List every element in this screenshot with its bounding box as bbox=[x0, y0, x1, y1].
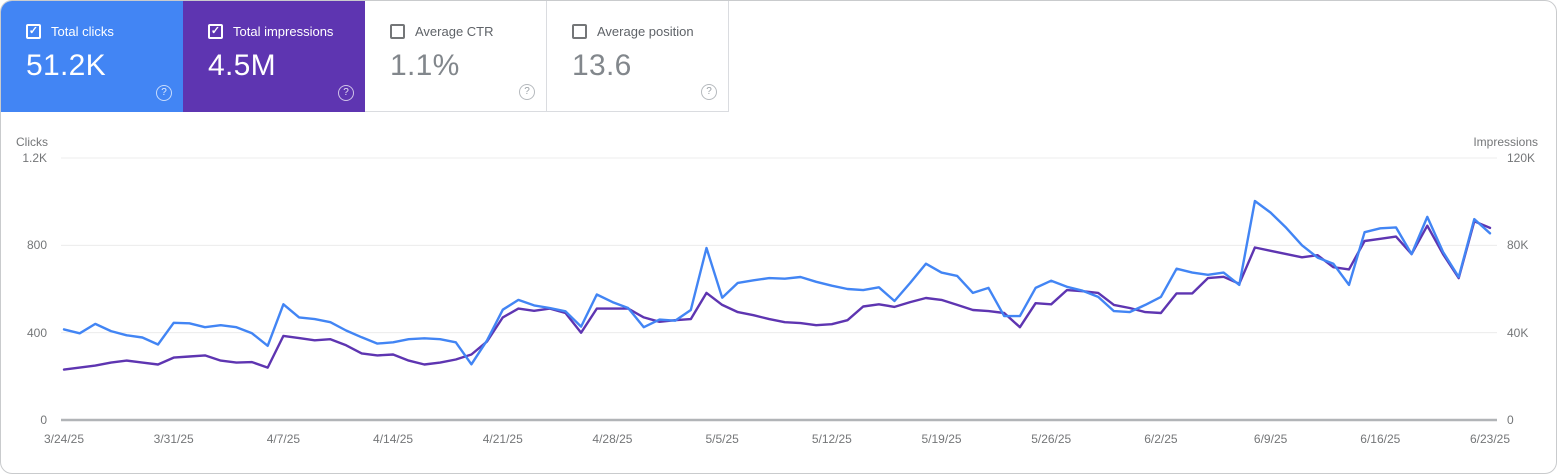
x-axis-label: 5/19/25 bbox=[921, 432, 962, 446]
average-ctr-checkbox[interactable] bbox=[390, 24, 405, 39]
clicks-line[interactable] bbox=[62, 199, 1492, 366]
right-axis-tick: 40K bbox=[1507, 325, 1529, 340]
help-icon[interactable]: ? bbox=[338, 85, 354, 101]
x-axis-label: 4/28/25 bbox=[592, 432, 633, 446]
left-axis-title: Clicks bbox=[16, 135, 48, 149]
left-axis-tick: 0 bbox=[40, 413, 47, 427]
metric-card-average-ctr[interactable]: Average CTR 1.1% ? bbox=[365, 1, 547, 112]
total-impressions-checkbox[interactable]: ✓ bbox=[208, 24, 223, 39]
metric-label: Average position bbox=[597, 24, 694, 39]
x-axis-label: 4/14/25 bbox=[373, 432, 414, 446]
metric-card-total-impressions[interactable]: ✓ Total impressions 4.5M ? bbox=[183, 1, 365, 112]
x-axis-label: 5/26/25 bbox=[1031, 432, 1072, 446]
right-axis-tick: 80K bbox=[1507, 238, 1529, 253]
x-axis-label: 5/5/25 bbox=[705, 432, 739, 446]
metric-label: Total clicks bbox=[51, 24, 114, 39]
right-axis-tick: 120K bbox=[1507, 151, 1536, 165]
help-icon[interactable]: ? bbox=[156, 85, 172, 101]
x-axis-label: 6/16/25 bbox=[1360, 432, 1401, 446]
metric-card-header: Average CTR bbox=[390, 24, 534, 39]
help-icon[interactable]: ? bbox=[519, 84, 535, 100]
metric-card-total-clicks[interactable]: ✓ Total clicks 51.2K ? bbox=[1, 1, 183, 112]
x-axis-label: 3/24/25 bbox=[43, 432, 85, 446]
x-axis-label: 6/23/25 bbox=[1469, 432, 1511, 446]
x-axis-label: 6/2/25 bbox=[1144, 432, 1178, 446]
total-clicks-checkbox[interactable]: ✓ bbox=[26, 24, 41, 39]
help-icon[interactable]: ? bbox=[701, 84, 717, 100]
metric-value: 51.2K bbox=[26, 49, 106, 82]
metric-card-header: Average position bbox=[572, 24, 716, 39]
metric-card-average-position[interactable]: Average position 13.6 ? bbox=[547, 1, 729, 112]
x-axis-label: 3/31/25 bbox=[153, 432, 194, 446]
impressions-line[interactable] bbox=[62, 220, 1492, 371]
left-axis-tick: 1.2K bbox=[22, 151, 47, 165]
metric-cards-row: ✓ Total clicks 51.2K ? ✓ Total impressio… bbox=[1, 1, 729, 112]
right-axis-tick: 0 bbox=[1507, 413, 1514, 427]
right-axis-title: Impressions bbox=[1473, 135, 1538, 149]
metric-card-header: ✓ Total impressions bbox=[208, 24, 353, 39]
metric-label: Total impressions bbox=[233, 24, 334, 39]
left-axis-tick: 800 bbox=[26, 238, 47, 253]
x-axis-label: 4/21/25 bbox=[482, 432, 523, 446]
metric-label: Average CTR bbox=[415, 24, 494, 39]
average-position-checkbox[interactable] bbox=[572, 24, 587, 39]
metric-card-header: ✓ Total clicks bbox=[26, 24, 171, 39]
x-axis-label: 4/7/25 bbox=[266, 432, 301, 446]
x-axis-label: 5/12/25 bbox=[811, 432, 852, 446]
left-axis-tick: 400 bbox=[26, 325, 47, 340]
metric-value: 13.6 bbox=[572, 49, 632, 82]
metric-value: 4.5M bbox=[208, 49, 276, 82]
metric-value: 1.1% bbox=[390, 49, 460, 82]
x-axis-label: 6/9/25 bbox=[1253, 432, 1288, 446]
